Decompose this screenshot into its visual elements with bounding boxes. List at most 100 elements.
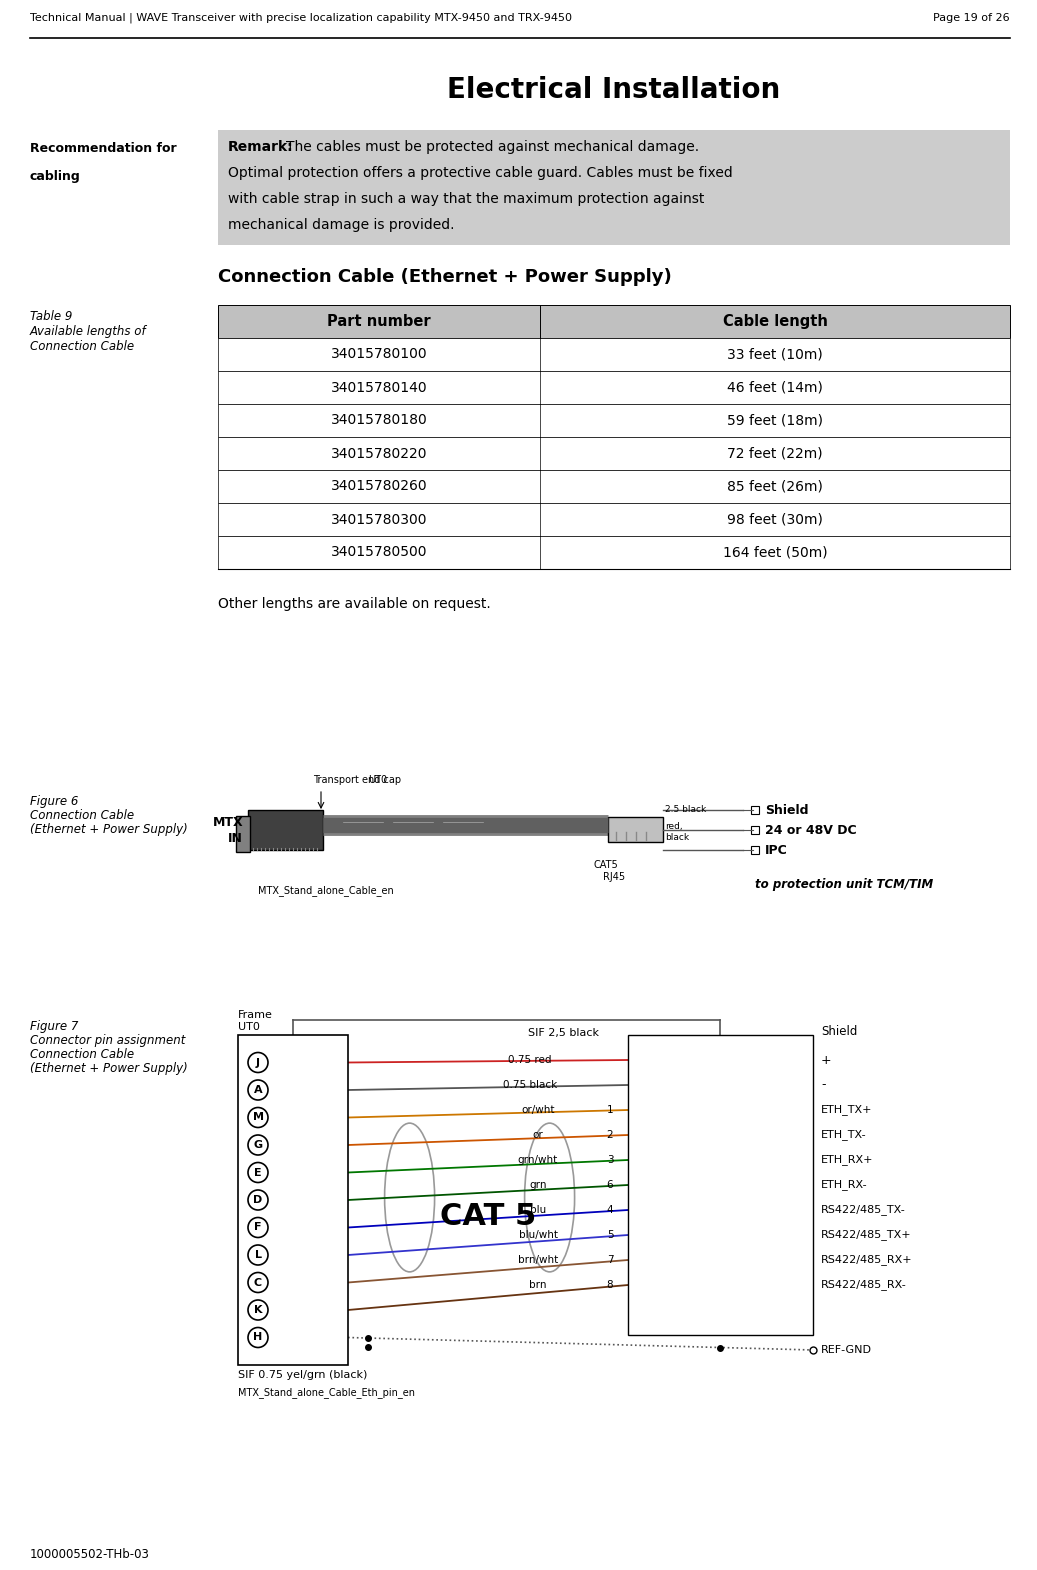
Text: (Ethernet + Power Supply): (Ethernet + Power Supply)	[30, 823, 188, 835]
Text: Frame: Frame	[239, 1010, 273, 1020]
Text: G: G	[253, 1140, 262, 1149]
Text: 59 feet (18m): 59 feet (18m)	[727, 413, 823, 427]
Bar	[218, 371, 1010, 403]
Text: Figure 7: Figure 7	[30, 1020, 79, 1033]
Text: 6: 6	[607, 1181, 613, 1190]
Circle shape	[248, 1190, 268, 1210]
Text: Figure 6: Figure 6	[30, 794, 79, 809]
Bar	[751, 846, 759, 854]
Circle shape	[248, 1328, 268, 1347]
Bar	[608, 816, 663, 842]
Text: 98 feet (30m): 98 feet (30m)	[727, 512, 823, 526]
Text: UT0: UT0	[239, 1022, 260, 1031]
Bar	[218, 469, 1010, 502]
Circle shape	[248, 1135, 268, 1156]
Text: 34015780260: 34015780260	[331, 479, 427, 493]
Text: brn/wht: brn/wht	[517, 1254, 558, 1265]
Text: Shield: Shield	[765, 804, 809, 816]
Text: H: H	[253, 1333, 262, 1342]
Text: 2.5 black: 2.5 black	[665, 805, 706, 815]
Text: 1000005502-THb-03: 1000005502-THb-03	[30, 1548, 150, 1562]
Text: Cable length: Cable length	[723, 314, 828, 330]
Text: Other lengths are available on request.: Other lengths are available on request.	[218, 597, 491, 611]
Bar	[218, 130, 1010, 245]
Text: D: D	[253, 1195, 262, 1206]
Text: ETH_TX-: ETH_TX-	[821, 1129, 867, 1140]
Bar	[218, 403, 1010, 436]
Text: MTX_Stand_alone_Cable_en: MTX_Stand_alone_Cable_en	[258, 885, 394, 896]
Bar	[751, 805, 759, 813]
Text: 2: 2	[607, 1130, 613, 1140]
Text: SIF 2,5 black: SIF 2,5 black	[528, 1028, 599, 1038]
Text: 34015780100: 34015780100	[331, 347, 427, 361]
Text: ETH_RX+: ETH_RX+	[821, 1154, 873, 1165]
Text: with cable strap in such a way that the maximum protection against: with cable strap in such a way that the …	[228, 192, 704, 206]
Text: or: or	[533, 1130, 543, 1140]
Text: mechanical damage is provided.: mechanical damage is provided.	[228, 218, 454, 232]
Text: The cables must be protected against mechanical damage.: The cables must be protected against mec…	[286, 140, 699, 154]
Text: 7: 7	[607, 1254, 613, 1265]
Text: -: -	[821, 1079, 825, 1091]
Text: 34015780140: 34015780140	[331, 380, 427, 394]
Text: Technical Manual | WAVE Transceiver with precise localization capability MTX-945: Technical Manual | WAVE Transceiver with…	[30, 13, 572, 24]
Text: CAT 5: CAT 5	[440, 1203, 536, 1231]
Text: blu/wht: blu/wht	[518, 1229, 558, 1240]
Text: 0.75 black: 0.75 black	[503, 1080, 557, 1090]
Text: (Ethernet + Power Supply): (Ethernet + Power Supply)	[30, 1061, 188, 1075]
Text: Electrical Installation: Electrical Installation	[447, 75, 781, 104]
Circle shape	[248, 1162, 268, 1182]
Text: brn: brn	[529, 1280, 546, 1291]
Bar	[218, 436, 1010, 469]
Text: red,: red,	[665, 823, 682, 832]
Text: 72 feet (22m): 72 feet (22m)	[727, 446, 822, 460]
Text: +: +	[821, 1053, 832, 1066]
Text: 46 feet (14m): 46 feet (14m)	[727, 380, 823, 394]
Text: L: L	[254, 1250, 261, 1261]
Text: grn: grn	[529, 1181, 546, 1190]
Text: K: K	[254, 1305, 262, 1316]
Text: Shield: Shield	[821, 1025, 858, 1038]
Text: Connection Cable: Connection Cable	[30, 1049, 134, 1061]
Text: to protection unit TCM/TIM: to protection unit TCM/TIM	[755, 878, 933, 892]
Text: Connection Cable (Ethernet + Power Supply): Connection Cable (Ethernet + Power Suppl…	[218, 268, 672, 286]
Text: grn/wht: grn/wht	[517, 1156, 558, 1165]
Text: MTX: MTX	[213, 815, 243, 829]
Bar	[236, 816, 250, 853]
Text: cabling: cabling	[30, 170, 81, 184]
Text: or/wht: or/wht	[522, 1105, 555, 1115]
Text: 4: 4	[607, 1206, 613, 1215]
Text: E: E	[254, 1168, 261, 1178]
Bar	[751, 826, 759, 834]
Text: Page 19 of 26: Page 19 of 26	[933, 13, 1010, 24]
Text: M: M	[252, 1113, 263, 1123]
Bar	[248, 810, 323, 849]
Text: IPC: IPC	[765, 843, 788, 857]
Text: blu: blu	[530, 1206, 546, 1215]
Bar	[218, 305, 1010, 338]
Circle shape	[248, 1107, 268, 1127]
Text: MTX_Stand_alone_Cable_Eth_pin_en: MTX_Stand_alone_Cable_Eth_pin_en	[239, 1386, 415, 1397]
Text: Remark:: Remark:	[228, 140, 293, 154]
Text: Recommendation for: Recommendation for	[30, 141, 176, 155]
Text: Transport end cap: Transport end cap	[313, 776, 401, 785]
Text: ETH_RX-: ETH_RX-	[821, 1179, 868, 1190]
Text: 8: 8	[607, 1280, 613, 1291]
Text: RJ45: RJ45	[602, 871, 625, 882]
Text: 34015780300: 34015780300	[331, 512, 427, 526]
Text: 85 feet (26m): 85 feet (26m)	[727, 479, 823, 493]
Circle shape	[248, 1273, 268, 1292]
Text: 0.75 red: 0.75 red	[508, 1055, 552, 1064]
Text: 33 feet (10m): 33 feet (10m)	[727, 347, 823, 361]
Circle shape	[248, 1217, 268, 1237]
Text: 1: 1	[607, 1105, 613, 1115]
Text: 34015780220: 34015780220	[331, 446, 427, 460]
Text: J: J	[256, 1058, 260, 1068]
Text: Connector pin assignment: Connector pin assignment	[30, 1035, 186, 1047]
Bar	[239, 1035, 348, 1364]
Text: CAT5: CAT5	[593, 860, 618, 870]
Circle shape	[248, 1052, 268, 1072]
Text: A: A	[254, 1085, 262, 1094]
Circle shape	[248, 1300, 268, 1320]
Bar	[218, 535, 1010, 568]
Text: IN: IN	[228, 832, 243, 845]
